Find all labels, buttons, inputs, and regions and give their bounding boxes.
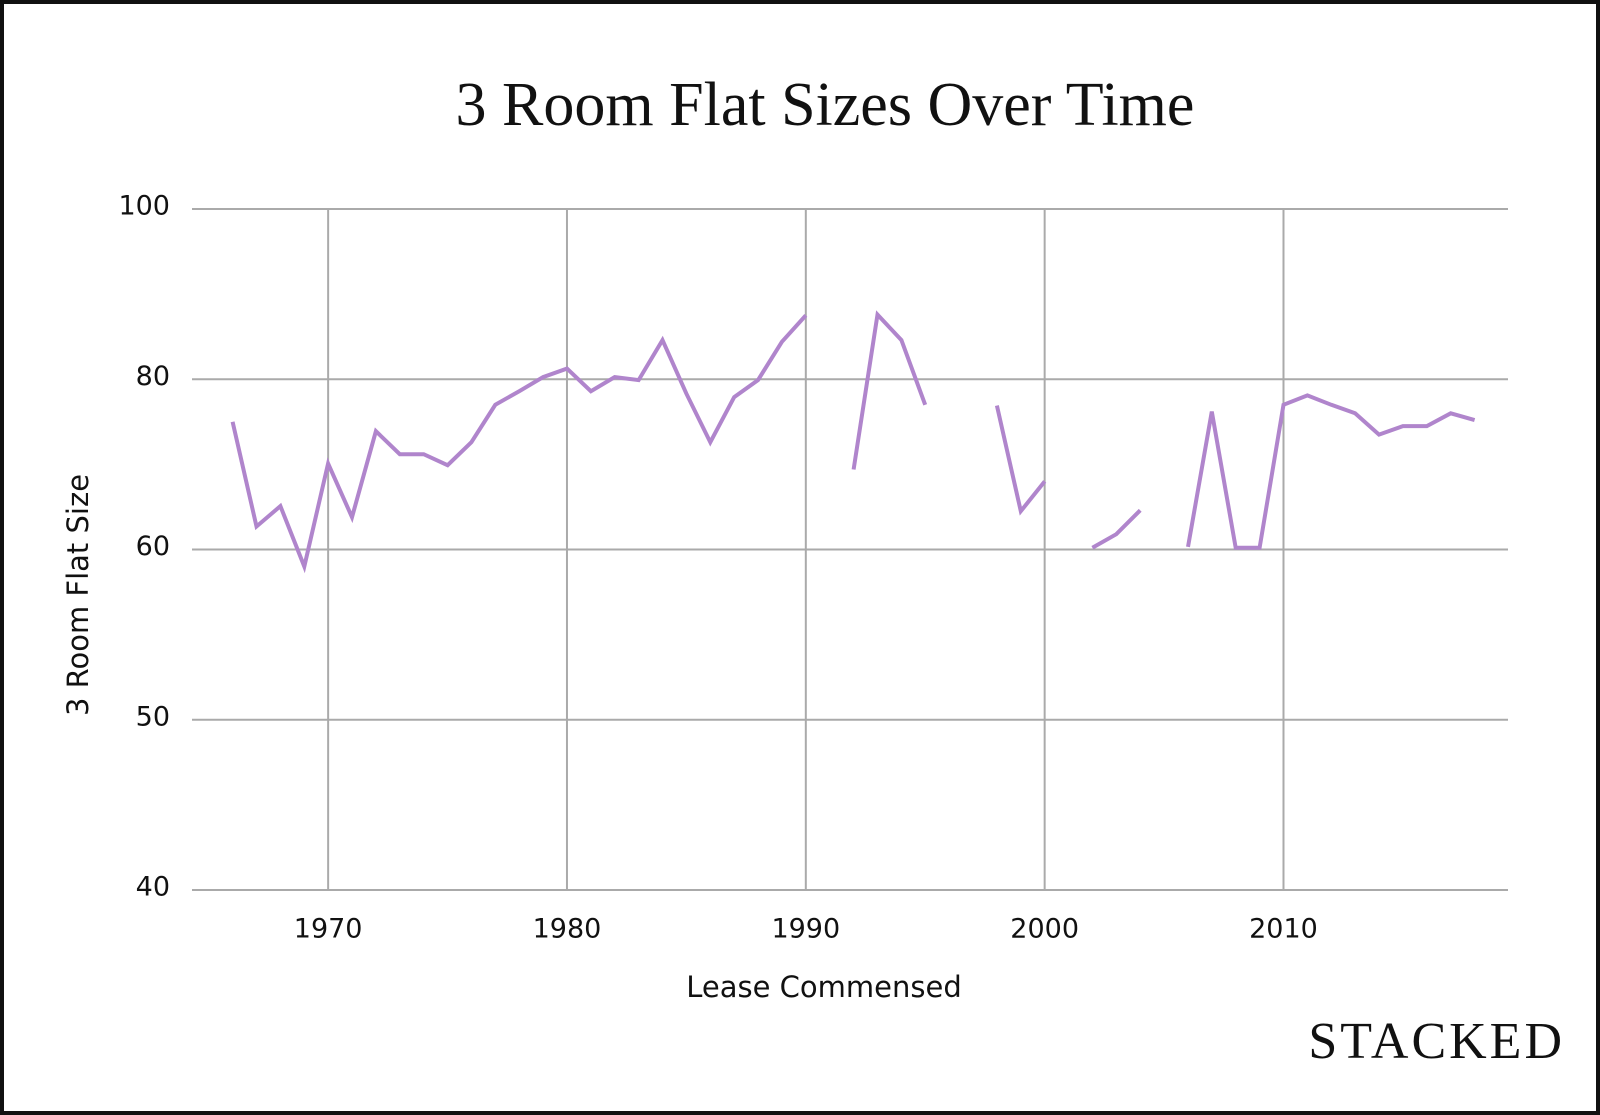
y-tick-label: 40	[136, 872, 170, 903]
x-tick-label: 1970	[294, 914, 363, 945]
x-tick-label: 2010	[1249, 914, 1318, 945]
y-tick-label: 80	[136, 361, 170, 392]
watermark: STACKED	[1308, 1013, 1565, 1070]
x-tick-label: 2000	[1010, 914, 1079, 945]
y-tick-label: 50	[136, 701, 170, 732]
data-line	[230, 310, 1476, 574]
x-axis-label: Lease Commensed	[686, 970, 962, 1004]
y-tick-label: 100	[118, 191, 170, 222]
y-tick-label: 60	[136, 531, 170, 562]
y-axis-label: 3 Room Flat Size	[61, 474, 95, 716]
x-tick-label: 1990	[771, 914, 840, 945]
x-tick-label: 1980	[533, 914, 602, 945]
chart-title: 3 Room Flat Sizes Over Time	[456, 71, 1195, 139]
